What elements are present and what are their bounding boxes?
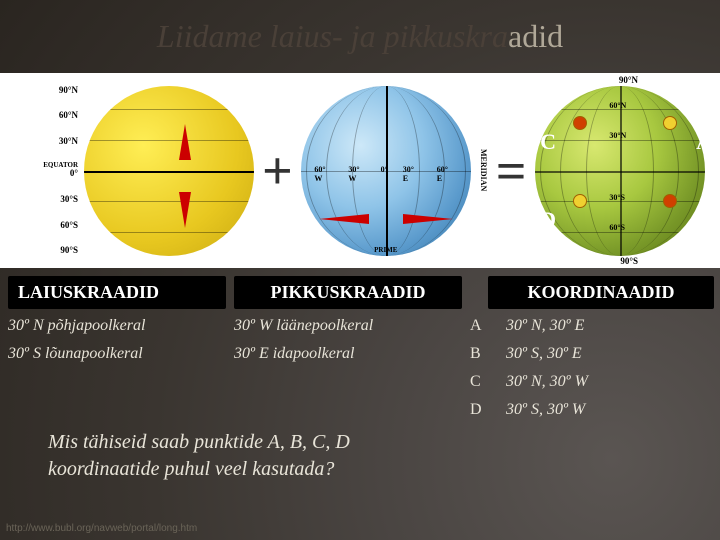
cell-letter: B [470,345,506,363]
combined-globe: 60°N 30°N 30°S 60°S [535,86,705,256]
marker-b [663,194,677,208]
longitude-globe: 60°W 30°W 0° 30°E 60°E PRIME [301,86,471,256]
marker-a [663,116,677,130]
header-longitude: PIKKUSKRAADID [234,276,462,309]
longitude-block: 60°W 30°W 0° 30°E 60°E PRIME MERIDIAN [301,86,488,256]
cell-letter: D [470,401,506,419]
latitude-block: 90°N 60°N 30°N EQUATOR 0° 30°S 60°S 90°S [24,86,254,256]
title-main: Liidame laius- ja pikkuskra [157,18,508,54]
header-latitude: LAIUSKRAADID [8,276,226,309]
footer-link: http://www.bubl.org/navweb/portal/long.h… [6,523,197,534]
arrow-south-icon [179,192,191,228]
equals-operator: = [496,140,527,202]
marker-label-c: C [540,129,556,155]
lat-90n: 90°N [24,86,78,95]
lat-0: 0° [70,169,78,178]
data-rows: 30º N põhjapoolkeral 30º W läänepoolkera… [0,317,720,419]
arrow-east-icon [403,214,453,224]
table-header-row: LAIUSKRAADID PIKKUSKRAADID KOORDINAADID [0,276,720,309]
prime-label: PRIME [374,246,397,254]
cell-lon: 30º E idapoolkeral [234,345,470,363]
cell-coord: 30º S, 30º E [506,345,712,363]
combined-block: 60°N 30°N 30°S 60°S C A D B 90°N 90°S [535,86,705,256]
question-text: Mis tähiseid saab punktide A, B, C, D ko… [48,429,428,483]
arrow-west-icon [319,214,369,224]
table-row: 30º S lõunapoolkeral 30º E idapoolkeral … [8,345,712,363]
cell-letter: C [470,373,506,391]
cell-lon: 30º W läänepoolkeral [234,317,470,335]
lat-30s: 30°S [24,195,78,204]
title-suffix: adid [508,18,563,54]
cell-coord: 30º N, 30º E [506,317,712,335]
table-row: C 30º N, 30º W [8,373,712,391]
cell-lat: 30º S lõunapoolkeral [8,345,234,363]
marker-c [573,116,587,130]
lat-30n: 30°N [24,137,78,146]
meridian-label: MERIDIAN [479,149,488,191]
arrow-north-icon [179,124,191,160]
lat-60n: 60°N [24,111,78,120]
diagram-strip: 90°N 60°N 30°N EQUATOR 0° 30°S 60°S 90°S… [0,73,720,268]
marker-d [573,194,587,208]
marker-label-d: D [540,207,556,233]
latitude-globe [84,86,254,256]
page-title: Liidame laius- ja pikkuskraadid [0,0,720,55]
table-row: 30º N põhjapoolkeral 30º W läänepoolkera… [8,317,712,335]
table-row: D 30º S, 30º W [8,401,712,419]
lat-90s: 90°S [24,246,78,255]
cell-coord: 30º N, 30º W [506,373,712,391]
cell-letter: A [470,317,506,335]
cell-lat: 30º N põhjapoolkeral [8,317,234,335]
marker-label-a: A [696,129,712,155]
lat-60s: 60°S [24,221,78,230]
marker-label-b: B [697,207,712,233]
header-coordinates: KOORDINAADID [488,276,714,309]
cell-coord: 30º S, 30º W [506,401,712,419]
plus-operator: + [262,140,293,202]
lat-axis-labels: 90°N 60°N 30°N EQUATOR 0° 30°S 60°S 90°S [24,86,78,256]
